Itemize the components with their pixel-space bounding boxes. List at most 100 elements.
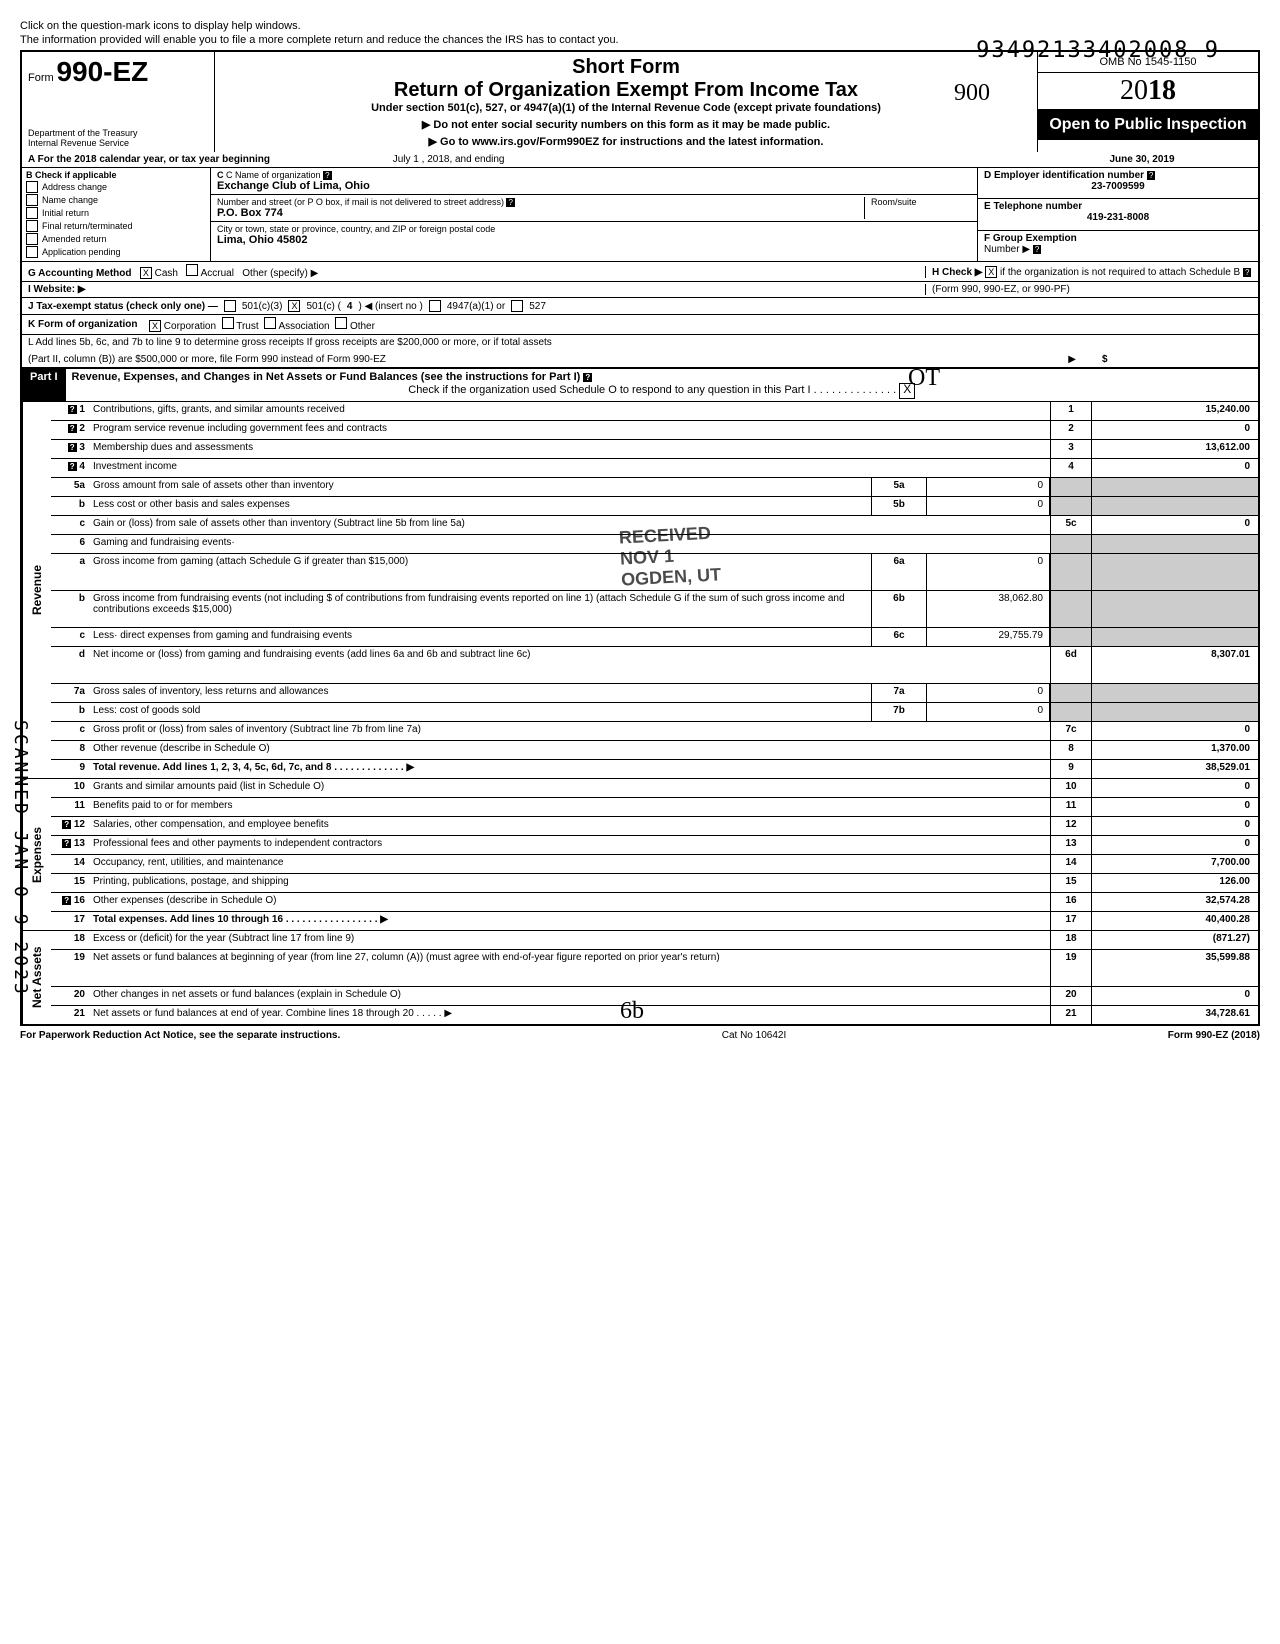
line-number: b	[51, 703, 89, 721]
sub-line-value: 29,755.79	[927, 628, 1050, 646]
end-line-number: 1	[1050, 402, 1091, 420]
main-title: Return of Organization Exempt From Incom…	[221, 79, 1031, 102]
line-number: 17	[51, 912, 89, 930]
section-b: B Check if applicable Address change Name…	[22, 168, 211, 261]
check-item: Final return/terminated	[26, 220, 206, 232]
line-row: 18Excess or (deficit) for the year (Subt…	[51, 931, 1258, 950]
end-line-value: 35,599.88	[1091, 950, 1258, 986]
year-prefix: 20	[1120, 75, 1148, 106]
sub-line-number: 5a	[871, 478, 927, 496]
opt-501c-val: 4	[347, 301, 353, 312]
end-line-value: 40,400.28	[1091, 912, 1258, 930]
title-cell: Short Form Return of Organization Exempt…	[215, 52, 1038, 152]
dln-stamp: 93492133402008 9	[976, 38, 1220, 63]
checkbox[interactable]	[26, 194, 38, 206]
k-checkbox[interactable]	[335, 317, 347, 329]
527-checkbox[interactable]	[511, 300, 523, 312]
end-line-number	[1050, 628, 1091, 646]
end-line-number: 13	[1050, 836, 1091, 854]
help-icon[interactable]: ?	[62, 839, 71, 848]
501c-checkbox[interactable]: X	[288, 300, 300, 312]
end-line-value: 7,700.00	[1091, 855, 1258, 873]
help-icon[interactable]: ?	[506, 198, 514, 207]
tax-year: 2018	[1038, 73, 1258, 110]
501c3-checkbox[interactable]	[224, 300, 236, 312]
k-checkbox[interactable]: X	[149, 320, 161, 332]
checkbox[interactable]	[26, 233, 38, 245]
line-desc: Less cost or other basis and sales expen…	[89, 497, 871, 515]
checkbox[interactable]	[26, 207, 38, 219]
line-desc: Investment income	[89, 459, 1050, 477]
org-column: C C Name of organization ? Exchange Club…	[211, 168, 977, 261]
end-line-value: 15,240.00	[1091, 402, 1258, 420]
end-line-value: 38,529.01	[1091, 760, 1258, 778]
line-row: 10Grants and similar amounts paid (list …	[51, 779, 1258, 798]
help-icon[interactable]: ?	[68, 462, 77, 471]
end-line-number: 3	[1050, 440, 1091, 458]
check-label: Address change	[42, 182, 107, 192]
end-line-value: 0	[1091, 798, 1258, 816]
phone: 419-231-8008	[984, 212, 1252, 223]
line-desc: Grants and similar amounts paid (list in…	[89, 779, 1050, 797]
end-line-number	[1050, 554, 1091, 590]
line-desc: Other revenue (describe in Schedule O)	[89, 741, 1050, 759]
help-icon[interactable]: ?	[62, 820, 71, 829]
help-icon[interactable]: ?	[323, 171, 331, 180]
check-item: Name change	[26, 194, 206, 206]
part1-row: Part I Revenue, Expenses, and Changes in…	[20, 369, 1260, 402]
help-icon[interactable]: ?	[68, 443, 77, 452]
line-number: b	[51, 497, 89, 515]
help-icon[interactable]: ?	[1243, 268, 1251, 277]
line-number: ? 4	[51, 459, 89, 477]
opt-501c3: 501(c)(3)	[242, 301, 283, 312]
checkbox[interactable]	[26, 246, 38, 258]
line-desc: Less: cost of goods sold	[89, 703, 871, 721]
4947-checkbox[interactable]	[429, 300, 441, 312]
line-row: 20Other changes in net assets or fund ba…	[51, 987, 1258, 1006]
line-desc: Gross sales of inventory, less returns a…	[89, 684, 871, 702]
line-number: ? 1	[51, 402, 89, 420]
right-id-column: D Employer identification number ? 23-70…	[977, 168, 1258, 261]
sub-line-number: 7b	[871, 703, 927, 721]
help-icon[interactable]: ?	[68, 424, 77, 433]
help-icon[interactable]: ?	[1147, 171, 1155, 180]
hint-click: Click on the question-mark icons to disp…	[20, 20, 1260, 32]
help-icon[interactable]: ?	[62, 896, 71, 905]
help-icon[interactable]: ?	[1033, 245, 1041, 254]
line-number: c	[51, 722, 89, 740]
line-desc: Gaming and fundraising events·	[89, 535, 1050, 553]
check-label: Name change	[42, 195, 98, 205]
line-desc: Gain or (loss) from sale of assets other…	[89, 516, 1050, 534]
section-b-heading: B Check if applicable	[26, 170, 117, 180]
k-checkbox[interactable]	[264, 317, 276, 329]
line-desc: Gross income from gaming (attach Schedul…	[89, 554, 871, 590]
checkbox[interactable]	[26, 181, 38, 193]
accrual-checkbox[interactable]	[186, 264, 198, 276]
h-checkbox[interactable]: X	[985, 266, 997, 278]
check-label: Amended return	[42, 234, 107, 244]
sub-line-number: 5b	[871, 497, 927, 515]
end-line-value	[1091, 478, 1258, 496]
help-icon[interactable]: ?	[583, 373, 592, 382]
f-label: F Group Exemption	[984, 233, 1077, 244]
line-desc: Gross amount from sale of assets other t…	[89, 478, 871, 496]
k-checkbox[interactable]	[222, 317, 234, 329]
line-desc: Salaries, other compensation, and employ…	[89, 817, 1050, 835]
line-number: 8	[51, 741, 89, 759]
line-desc: Other changes in net assets or fund bala…	[89, 987, 1050, 1005]
h-label: H Check ▶	[932, 267, 982, 278]
help-icon[interactable]: ?	[68, 405, 77, 414]
expenses-section: Expenses 10Grants and similar amounts pa…	[20, 779, 1260, 931]
line-number: 10	[51, 779, 89, 797]
line-desc: Net assets or fund balances at end of ye…	[89, 1006, 1050, 1024]
end-line-value	[1091, 703, 1258, 721]
street-label: Number and street (or P O box, if mail i…	[217, 197, 504, 207]
end-line-number: 20	[1050, 987, 1091, 1005]
end-line-number	[1050, 535, 1091, 553]
year-bold: 18	[1148, 75, 1176, 106]
end-line-value: 8,307.01	[1091, 647, 1258, 683]
cash-checkbox[interactable]: X	[140, 267, 152, 279]
org-city: Lima, Ohio 45802	[217, 234, 307, 246]
checkbox[interactable]	[26, 220, 38, 232]
footer-mid: Cat No 10642I	[722, 1030, 787, 1041]
